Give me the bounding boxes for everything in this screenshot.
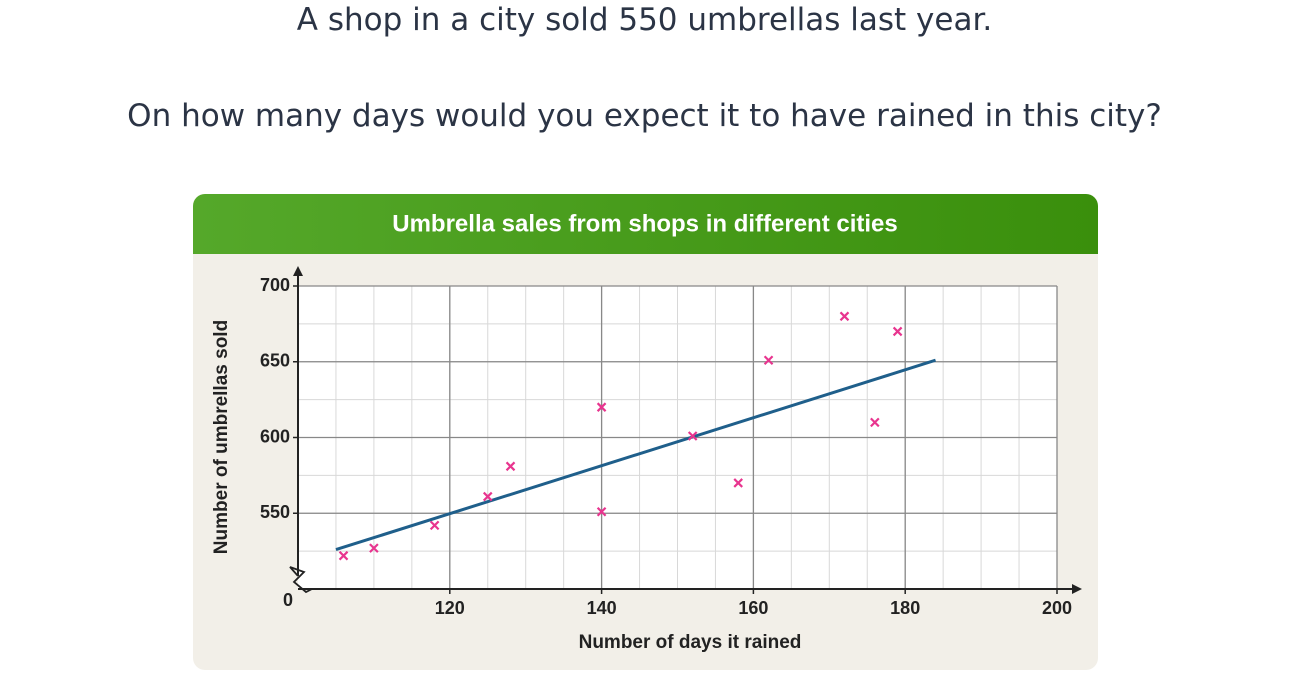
data-point: [733, 478, 743, 488]
y-axis-label: Number of umbrellas sold: [211, 320, 232, 554]
y-axis-arrow: [293, 266, 303, 276]
data-point: [596, 506, 607, 517]
data-point: [482, 491, 493, 502]
chart-title: Umbrella sales from shops in different c…: [392, 210, 897, 237]
data-point: [596, 402, 607, 412]
trend-line: [335, 358, 937, 552]
question-line: On how many days would you expect it to …: [127, 98, 1162, 134]
data-point: [892, 326, 903, 337]
x-tick-label: 120: [435, 598, 465, 618]
data-point: [870, 417, 880, 428]
x-tick-label: 140: [587, 598, 617, 618]
data-point: [839, 311, 850, 322]
x-tick-label: 200: [1042, 598, 1072, 618]
data-point: [763, 355, 774, 366]
y-tick-label: 650: [260, 351, 290, 371]
data-point: [505, 461, 516, 472]
y-tick-label: 550: [260, 502, 290, 522]
data-point: [338, 550, 349, 561]
data-point: [369, 543, 379, 553]
y-tick-label: 600: [260, 426, 290, 446]
x-axis-arrow: [1072, 584, 1082, 594]
x-tick-label: 160: [738, 598, 768, 618]
data-point: [687, 431, 698, 441]
panel-header: [193, 194, 1098, 254]
origin-label: 0: [283, 590, 293, 610]
y-tick-label: 700: [260, 275, 290, 295]
data-point: [429, 520, 440, 531]
x-tick-label: 180: [890, 598, 920, 618]
x-axis-label: Number of days it rained: [579, 632, 802, 653]
axis-break: [289, 566, 313, 594]
question-line: A shop in a city sold 550 umbrellas last…: [296, 2, 993, 38]
